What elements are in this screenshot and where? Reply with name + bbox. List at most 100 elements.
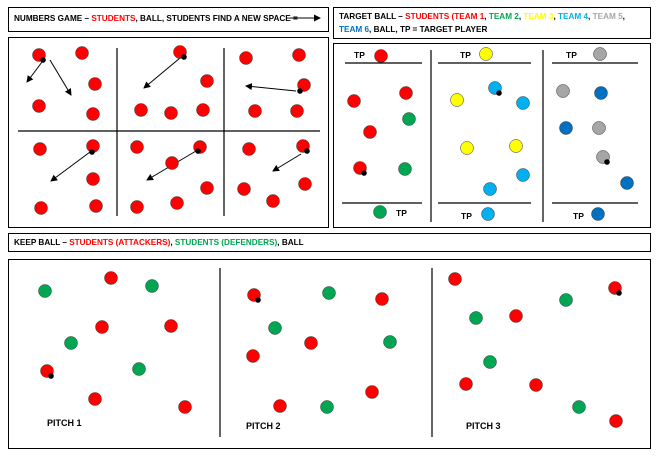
red-player-dot: [196, 103, 210, 117]
green-player-dot: [320, 400, 334, 414]
blue-player-dot: [620, 176, 634, 190]
title-part: TEAM 4: [558, 12, 589, 21]
red-player-dot: [459, 377, 473, 391]
red-player-dot: [292, 48, 306, 62]
pitch-2-label: PITCH 2: [246, 421, 281, 431]
red-player-dot: [86, 172, 100, 186]
title-part: TARGET BALL –: [339, 12, 406, 21]
title-part: STUDENTS: [91, 14, 136, 23]
red-player-dot: [242, 142, 256, 156]
green-player-dot: [64, 336, 78, 350]
yellow-player-dot: [460, 141, 474, 155]
green-player-dot: [383, 335, 397, 349]
green-player-dot: [38, 284, 52, 298]
ball-icon: [604, 159, 610, 165]
red-player-dot: [130, 140, 144, 154]
target-ball-title: TARGET BALL – STUDENTS (TEAM 1, TEAM 2, …: [339, 10, 647, 36]
yellow-player-dot: [450, 93, 464, 107]
tp-label-team1-top: TP: [354, 50, 365, 60]
ball-icon: [496, 90, 502, 96]
green-player-dot: [132, 362, 146, 376]
red-player-dot: [170, 196, 184, 210]
red-player-dot: [248, 104, 262, 118]
title-part: STUDENTS (TEAM 1: [405, 12, 485, 21]
keep-ball-header-box: [8, 233, 651, 252]
red-player-dot: [365, 385, 379, 399]
green-player-dot: [322, 286, 336, 300]
grey-player-dot: [592, 121, 606, 135]
red-player-dot: [130, 200, 144, 214]
yellow-player-dot: [509, 139, 523, 153]
ball-icon: [304, 148, 310, 154]
red-player-dot: [178, 400, 192, 414]
target-ball-lines: [342, 50, 638, 222]
red-player-dot: [237, 182, 251, 196]
title-part: KEEP BALL –: [14, 238, 70, 247]
ball-icon: [361, 170, 367, 176]
numbers-game-grid: [18, 48, 320, 216]
green-player-dot: [572, 400, 586, 414]
green-player-dot: [145, 279, 159, 293]
red-player-dot: [134, 103, 148, 117]
ball-icon: [195, 148, 201, 154]
ball-icon: [40, 57, 46, 63]
red-player-dot: [374, 49, 388, 63]
ball-icon: [89, 149, 95, 155]
ball-icon: [48, 373, 54, 379]
red-player-dot: [200, 181, 214, 195]
red-player-dot: [609, 414, 623, 428]
title-part: ,: [622, 12, 625, 21]
red-player-dot: [95, 320, 109, 334]
tp-label-team2-bottom: TP: [396, 208, 407, 218]
ball-icon: [255, 297, 261, 303]
ball-icon: [181, 54, 187, 60]
red-player-dot: [75, 46, 89, 60]
pitch-1-label: PITCH 1: [47, 418, 82, 428]
ball-icon: [297, 88, 303, 94]
red-player-dot: [448, 272, 462, 286]
red-player-dot: [529, 378, 543, 392]
numbers-game-arrows: [26, 57, 302, 182]
red-player-dot: [347, 94, 361, 108]
red-player-dot: [104, 271, 118, 285]
keep-ball-title: KEEP BALL – STUDENTS (ATTACKERS), STUDEN…: [14, 236, 304, 249]
numbers-game-header-box: [8, 7, 329, 32]
cyan-player-dot: [481, 207, 495, 221]
blue-player-dot: [594, 86, 608, 100]
red-player-dot: [86, 107, 100, 121]
target-ball-header-box: [333, 7, 651, 39]
title-part: TEAM 2: [488, 12, 519, 21]
title-part: STUDENTS (ATTACKERS): [69, 238, 171, 247]
yellow-player-dot: [479, 47, 493, 61]
red-player-dot: [399, 86, 413, 100]
title-part: ,: [553, 12, 559, 21]
red-player-dot: [297, 78, 311, 92]
title-part: , BALL: [277, 238, 304, 247]
tp-label-team4-bottom: TP: [461, 211, 472, 221]
red-player-dot: [239, 51, 253, 65]
grey-player-dot: [556, 84, 570, 98]
red-player-dot: [164, 319, 178, 333]
title-part: TEAM 6: [339, 25, 370, 34]
tp-label-team6-bottom: TP: [573, 211, 584, 221]
pitch-3-label: PITCH 3: [466, 421, 501, 431]
red-player-dot: [273, 399, 287, 413]
keep-ball-dividers: [219, 268, 433, 437]
cyan-player-dot: [516, 96, 530, 110]
title-part: , BALL, STUDENTS FIND A NEW SPACE =: [135, 14, 298, 23]
title-part: STUDENTS (DEFENDERS): [174, 238, 278, 247]
red-player-dot: [89, 199, 103, 213]
target-ball-diagram: [333, 43, 651, 228]
tp-label-team3-top: TP: [460, 50, 471, 60]
red-player-dot: [88, 77, 102, 91]
red-player-dot: [363, 125, 377, 139]
title-part: NUMBERS GAME –: [14, 14, 92, 23]
red-player-dot: [165, 156, 179, 170]
title-part: ,: [484, 12, 489, 21]
red-player-dot: [375, 292, 389, 306]
red-player-dot: [298, 177, 312, 191]
title-part: TEAM 5: [592, 12, 623, 21]
title-part: ,: [518, 12, 524, 21]
title-part: ,: [170, 238, 175, 247]
green-player-dot: [469, 311, 483, 325]
